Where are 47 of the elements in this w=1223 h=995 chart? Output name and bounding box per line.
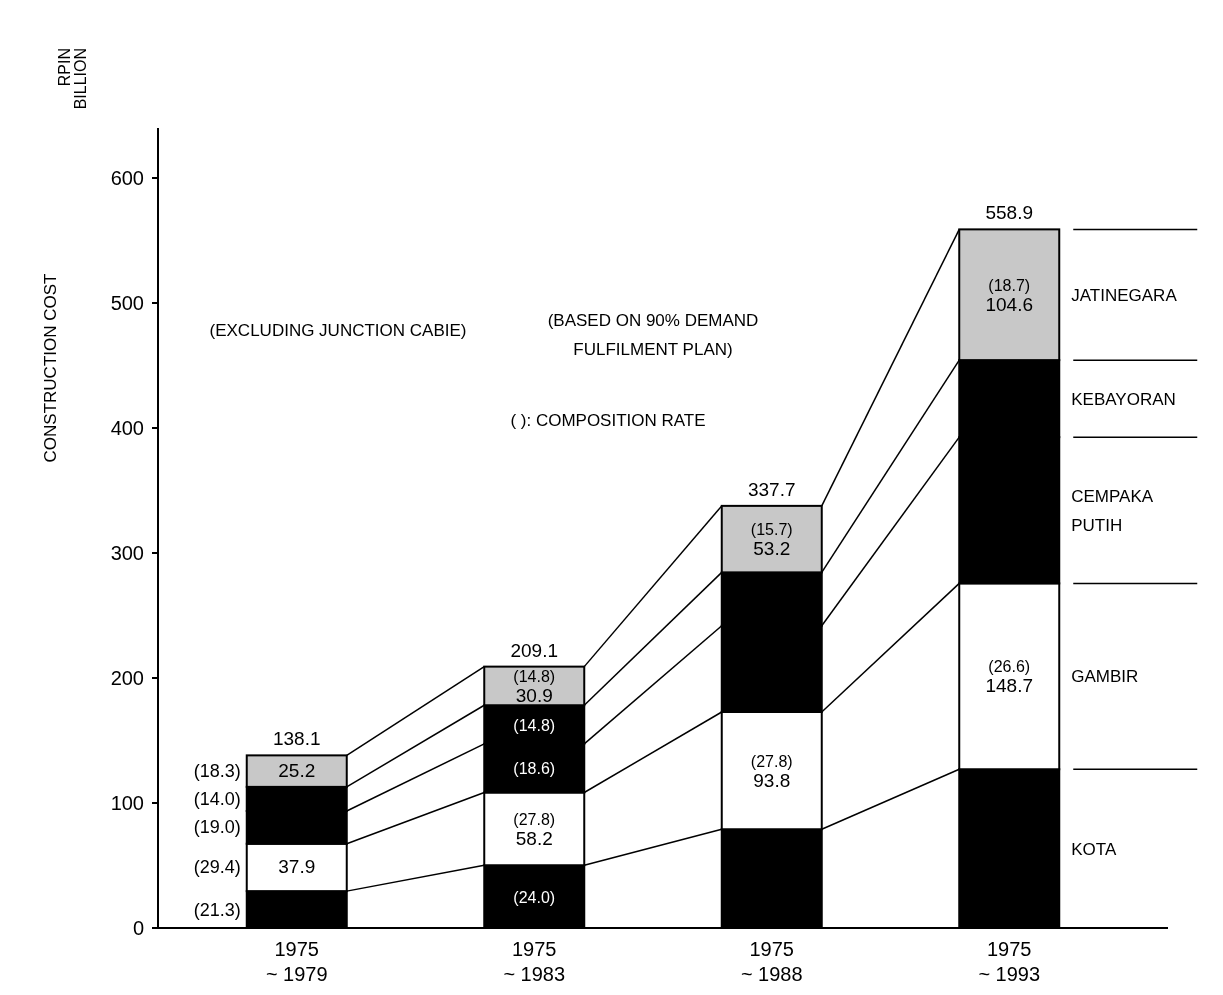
y-tick-label: 0 [132,917,144,939]
text: RPIN BILLION [56,48,89,110]
y-axis-title: CONSTRUCTION COST [41,273,60,463]
x-tick-label: 1975 ~ 1983 [503,938,566,985]
series-label: GAMBIR [1071,667,1139,687]
annotation: ( ): COMPOSITION RATE [510,411,706,430]
annotation: (27.8) [513,810,556,828]
series-label: CEMPAKA PUTIH [1071,487,1154,536]
total-label: 337.7 [747,478,796,500]
annotation: (14.8) [513,716,556,734]
data-label: 53.2 [753,538,791,560]
y-tick-label: 300 [110,542,144,564]
x-tick-label: 1975 ~ 1979 [265,938,328,985]
annotation: (19.0) [193,817,241,838]
annotation: (24.0) [513,888,556,906]
x-tick-label: 1975 ~ 1993 [978,938,1041,985]
annotation: (18.7) [988,276,1031,294]
data-label: 93.8 [753,769,791,791]
total-label: 558.9 [985,202,1034,224]
annotation: (26.6) [988,658,1031,676]
y-tick-label: 400 [110,417,144,439]
annotation: (18.6) [513,760,556,778]
annotation: (29.4) [193,857,241,878]
annotation: (14.0) [193,788,241,809]
total-label: 209.1 [510,639,559,661]
annotation: (14.8) [513,667,556,685]
data-label: 30.9 [515,684,553,706]
y-tick-label: 200 [110,667,144,689]
x-tick-label: 1975 ~ 1988 [740,938,803,985]
data-label: 25.2 [278,760,316,782]
series-label: JATINEGARA [1071,285,1178,305]
data-label: 37.9 [278,856,316,878]
annotation: (15.7) [750,521,793,539]
annotation: (18.3) [193,761,241,782]
annotation: (21.3) [193,899,241,920]
data-label: 58.2 [515,827,553,849]
series-label: KOTA [1071,839,1117,859]
data-label: 148.7 [985,675,1034,697]
y-tick-label: 600 [110,167,144,189]
annotation: (EXCLUDING JUNCTION CABIE) [209,321,467,340]
annotation: (BASED ON 90% DEMAND FULFILMENT PLAN) [547,311,759,359]
annotation: (27.8) [750,752,793,770]
y-tick-label: 100 [110,792,144,814]
y-tick-label: 500 [110,292,144,314]
series-label: KEBAYORAN [1071,389,1176,409]
data-label: 104.6 [985,293,1034,315]
total-label: 138.1 [272,728,321,750]
